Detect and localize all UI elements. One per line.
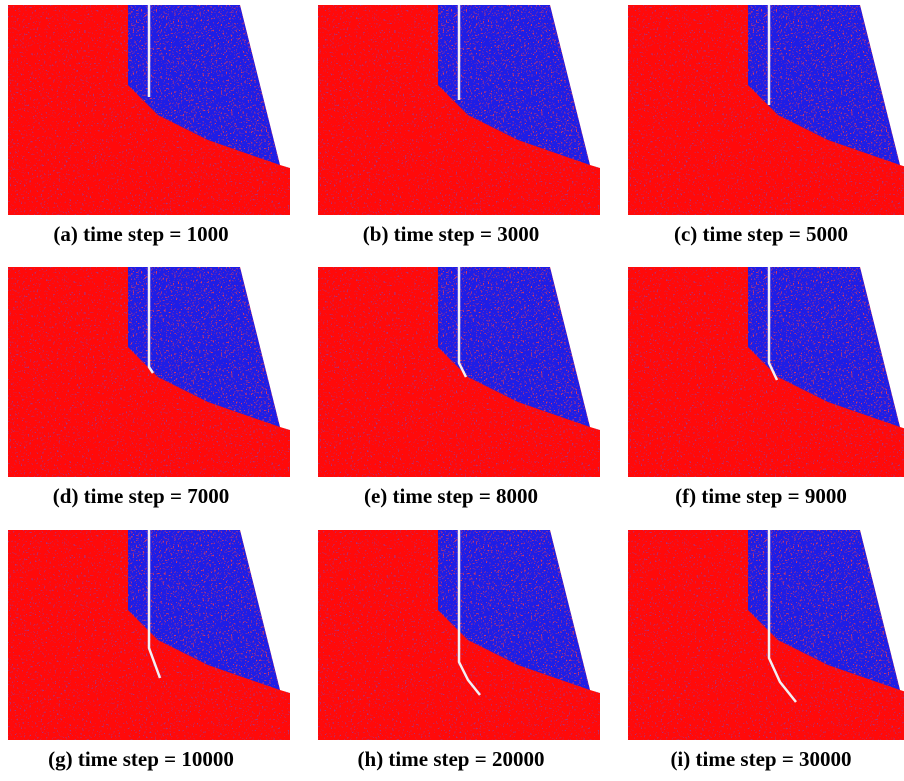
panel <box>628 267 904 477</box>
simulation-image <box>628 530 904 740</box>
caption: (b) time step = 3000 <box>363 222 539 246</box>
simulation-image <box>628 267 904 477</box>
figure: (a) time step = 1000 (b) time step = 3000… <box>0 0 904 781</box>
panel <box>8 267 290 477</box>
panel <box>8 530 290 740</box>
caption: (g) time step = 10000 <box>48 747 234 771</box>
panel <box>628 530 904 740</box>
caption: (e) time step = 8000 <box>364 484 538 508</box>
panel <box>318 267 600 477</box>
caption: (i) time step = 30000 <box>670 747 851 771</box>
panel <box>8 5 290 215</box>
panel <box>318 5 600 215</box>
panel <box>628 5 904 215</box>
panel <box>318 530 600 740</box>
caption: (d) time step = 7000 <box>53 484 229 508</box>
simulation-image <box>628 5 904 215</box>
caption: (a) time step = 1000 <box>53 222 228 246</box>
caption: (h) time step = 20000 <box>358 747 545 771</box>
caption: (c) time step = 5000 <box>674 222 848 246</box>
caption: (f) time step = 9000 <box>675 484 847 508</box>
